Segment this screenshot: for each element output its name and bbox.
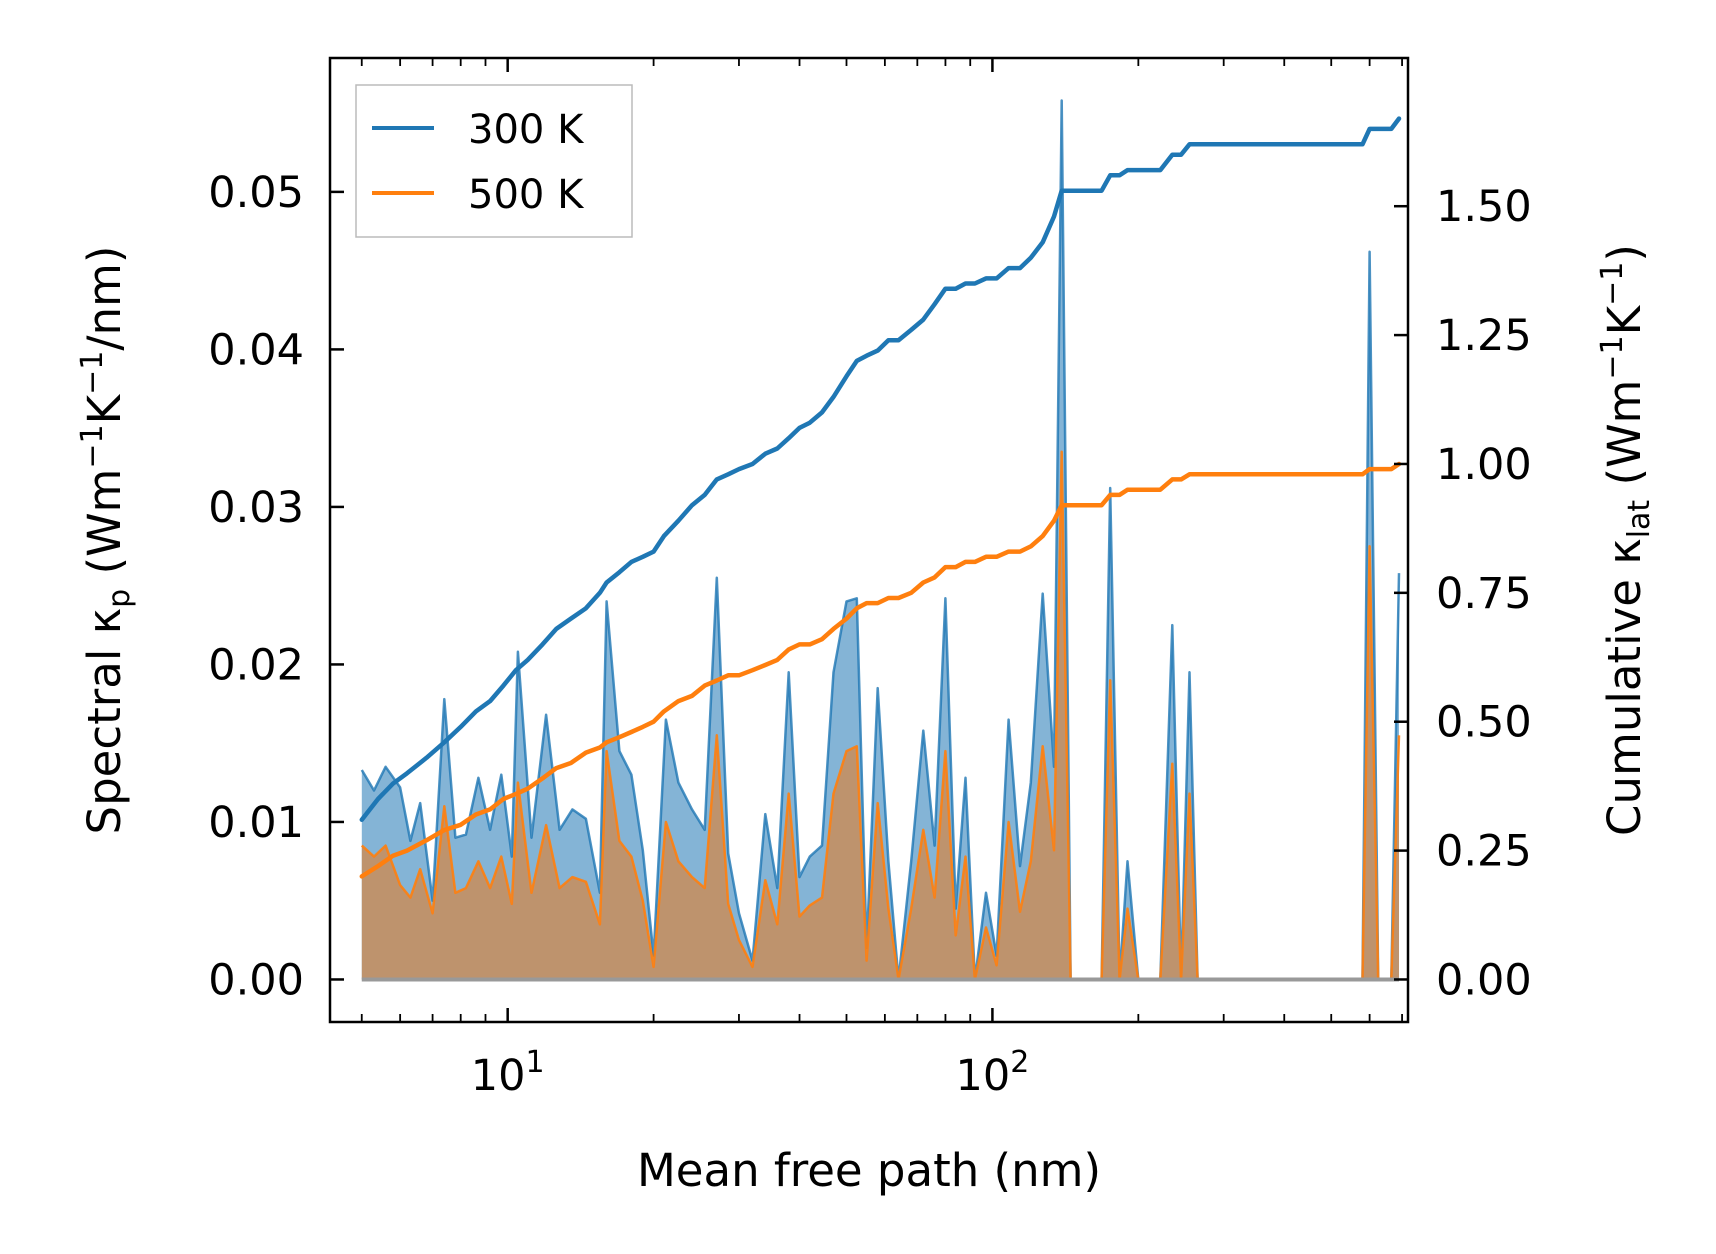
spectral-fills <box>360 99 1401 982</box>
x-tick-base: 10 <box>471 1051 526 1101</box>
x-tick-label-100: 102 <box>956 1045 1030 1101</box>
y-left-tick-label: 0.03 <box>208 483 304 533</box>
spectral-area-300k <box>361 100 1399 980</box>
x-tick-label-10: 101 <box>471 1045 545 1101</box>
legend: 300 K 500 K <box>355 84 633 238</box>
cumulative-line-500k <box>359 461 1402 879</box>
y-left-tick-label: 0.00 <box>208 955 304 1005</box>
y-right-tick-label: 0.25 <box>1436 827 1532 877</box>
y-right-tick-label: 1.25 <box>1436 311 1532 361</box>
legend-label-300k: 300 K <box>468 107 585 153</box>
y-left-tick-label: 0.02 <box>208 640 304 690</box>
x-tick-exponent: 2 <box>1010 1045 1029 1080</box>
cumulative-line-300k <box>359 116 1402 822</box>
x-axis-title: Mean free path (nm) <box>637 1144 1101 1197</box>
series-lines <box>359 116 1402 879</box>
y-left-tick-label: 0.04 <box>208 325 304 375</box>
y-right-tick-label: 0.00 <box>1436 955 1532 1005</box>
spectral-area-500k <box>361 451 1399 980</box>
right-axis-title: Cumulative κlat (Wm−1K−1) <box>1595 244 1657 836</box>
x-tick-base: 10 <box>956 1051 1011 1101</box>
tick-marks <box>330 58 1408 1022</box>
y-left-tick-label: 0.05 <box>208 168 304 218</box>
legend-label-500k: 500 K <box>468 172 585 218</box>
left-axis-title: Spectral κp (Wm−1K−1/nm) <box>75 246 137 835</box>
legend-box <box>355 84 633 238</box>
y-right-tick-label: 1.00 <box>1436 440 1532 490</box>
x-tick-exponent: 1 <box>525 1045 544 1080</box>
plot-frame <box>328 56 1410 1024</box>
y-right-tick-label: 0.50 <box>1436 698 1532 748</box>
y-right-tick-label: 0.75 <box>1436 569 1532 619</box>
y-right-tick-label: 1.50 <box>1436 182 1532 232</box>
y-left-tick-label: 0.01 <box>208 798 304 848</box>
tick-labels: 101 1020.000.010.020.030.040.050.000.250.… <box>208 168 1532 1101</box>
